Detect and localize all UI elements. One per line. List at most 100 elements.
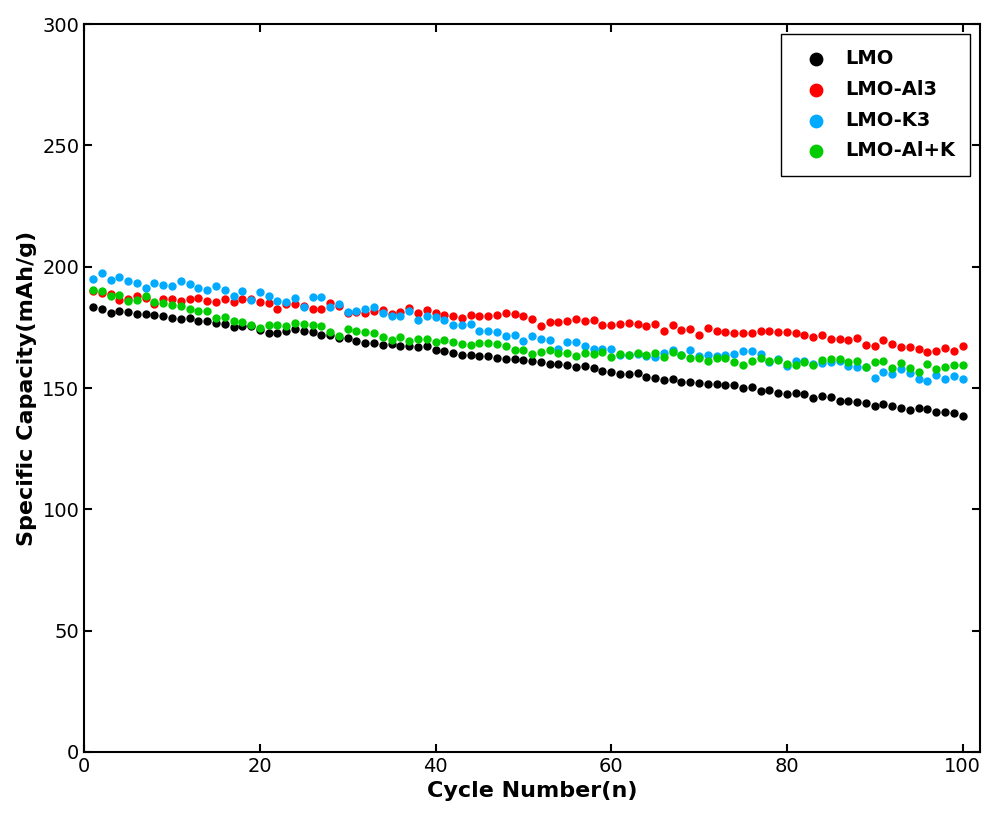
LMO-Al+K [586, 348, 602, 361]
LMO [682, 375, 698, 389]
LMO [621, 367, 637, 380]
LMO-Al+K [542, 344, 558, 357]
LMO-Al3 [524, 312, 540, 326]
LMO [305, 326, 321, 339]
LMO-K3 [673, 348, 689, 362]
LMO [665, 372, 681, 385]
LMO-Al+K [164, 299, 180, 312]
LMO [366, 336, 382, 349]
LMO-K3 [217, 284, 233, 297]
LMO-Al3 [665, 319, 681, 332]
LMO-Al+K [955, 358, 971, 371]
LMO [550, 357, 566, 371]
LMO-Al3 [946, 344, 962, 357]
LMO-Al+K [823, 353, 839, 366]
LMO-Al3 [717, 326, 733, 339]
LMO-Al+K [252, 321, 268, 335]
LMO-Al3 [269, 302, 285, 315]
LMO-Al3 [647, 317, 663, 330]
LMO-Al3 [507, 308, 523, 321]
LMO-K3 [146, 276, 162, 290]
LMO [287, 322, 303, 335]
LMO-Al+K [700, 355, 716, 368]
LMO-Al+K [313, 319, 329, 332]
LMO-Al3 [761, 325, 777, 338]
LMO-Al+K [182, 303, 198, 316]
LMO-Al3 [559, 314, 575, 327]
LMO-Al3 [867, 339, 883, 353]
LMO-Al3 [392, 305, 408, 318]
LMO [858, 396, 874, 409]
LMO-Al3 [173, 294, 189, 308]
LMO-K3 [120, 274, 136, 287]
LMO-K3 [550, 343, 566, 356]
LMO [717, 379, 733, 392]
LMO-Al+K [85, 284, 101, 297]
LMO-Al+K [445, 335, 461, 348]
LMO-K3 [436, 313, 452, 326]
LMO-K3 [348, 305, 364, 318]
LMO [392, 339, 408, 352]
LMO-Al3 [243, 293, 259, 306]
LMO-K3 [357, 303, 373, 316]
LMO [788, 387, 804, 400]
LMO [340, 331, 356, 344]
LMO-Al+K [208, 312, 224, 325]
LMO-Al3 [770, 325, 786, 338]
LMO-Al+K [296, 317, 312, 330]
LMO-Al3 [436, 309, 452, 322]
LMO-Al+K [348, 325, 364, 338]
LMO-Al+K [656, 350, 672, 363]
LMO-Al3 [726, 326, 742, 339]
LMO-Al3 [261, 296, 277, 309]
LMO-Al+K [392, 330, 408, 343]
LMO-Al+K [305, 319, 321, 332]
LMO-Al3 [322, 296, 338, 309]
LMO-Al+K [261, 318, 277, 331]
LMO-Al3 [217, 292, 233, 305]
LMO-Al+K [357, 326, 373, 339]
LMO-K3 [296, 300, 312, 313]
LMO-K3 [226, 289, 242, 302]
LMO [498, 353, 514, 366]
LMO-K3 [858, 361, 874, 374]
LMO-Al3 [849, 331, 865, 344]
LMO [269, 326, 285, 339]
LMO [155, 310, 171, 323]
LMO-Al+K [498, 340, 514, 353]
LMO-Al+K [550, 347, 566, 360]
LMO-Al+K [401, 334, 417, 347]
LMO-Al+K [463, 339, 479, 352]
LMO-K3 [515, 334, 531, 347]
LMO-K3 [533, 333, 549, 346]
LMO-Al3 [919, 345, 935, 358]
LMO [138, 308, 154, 321]
LMO-K3 [375, 306, 391, 319]
LMO-K3 [568, 335, 584, 348]
LMO-Al3 [902, 340, 918, 353]
LMO-K3 [269, 294, 285, 308]
LMO [173, 312, 189, 326]
LMO-Al3 [656, 325, 672, 338]
LMO [111, 305, 127, 318]
X-axis label: Cycle Number(n): Cycle Number(n) [427, 781, 637, 802]
LMO-Al3 [832, 332, 848, 345]
LMO-Al3 [234, 293, 250, 306]
LMO [937, 406, 953, 419]
LMO-K3 [594, 343, 610, 356]
LMO-K3 [480, 325, 496, 338]
LMO [85, 301, 101, 314]
LMO-K3 [208, 280, 224, 293]
LMO [428, 343, 444, 356]
LMO-K3 [682, 344, 698, 357]
LMO-K3 [103, 273, 119, 286]
LMO [559, 359, 575, 372]
LMO-Al3 [788, 326, 804, 339]
LMO-Al3 [937, 342, 953, 355]
LMO-Al3 [305, 302, 321, 315]
LMO-Al3 [840, 334, 856, 347]
Y-axis label: Specific Capacity(mAh/g): Specific Capacity(mAh/g) [17, 231, 37, 546]
LMO-K3 [911, 372, 927, 385]
LMO-Al3 [94, 286, 110, 299]
LMO-K3 [559, 336, 575, 349]
